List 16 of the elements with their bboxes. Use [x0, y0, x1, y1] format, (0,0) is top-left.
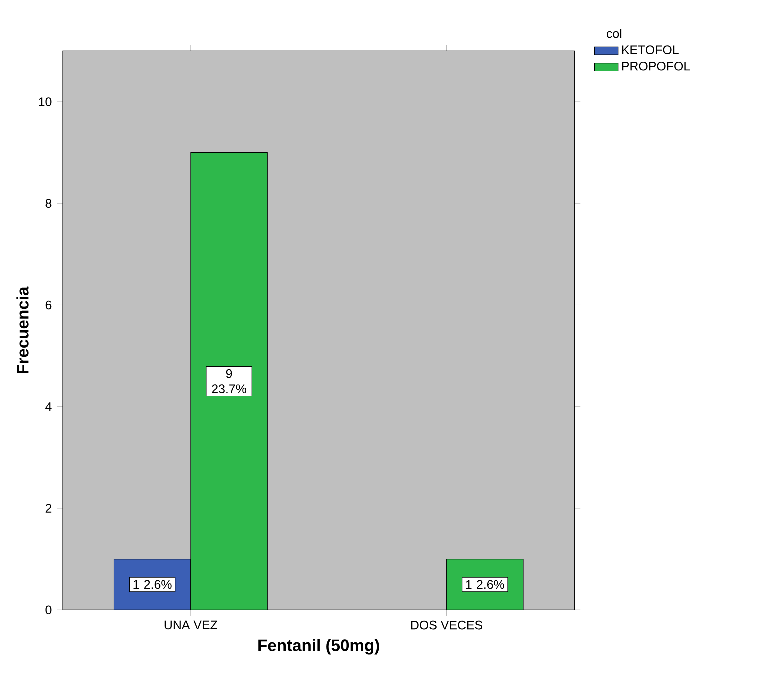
data-label: 9 23.7% — [212, 369, 246, 394]
legend-title: col — [606, 29, 622, 38]
legend-label: PROPOFOL — [622, 62, 690, 71]
y-tick-label: 10 — [39, 98, 52, 106]
y-tick-label: 2 — [46, 504, 52, 513]
data-label: 1 2.6% — [134, 580, 172, 590]
x-tick-label: UNA VEZ — [164, 620, 218, 630]
y-tick-label: 8 — [46, 199, 52, 208]
legend-label: KETOFOL — [622, 46, 679, 55]
y-tick-label: 6 — [46, 300, 52, 310]
x-tick-label: DOS VECES — [411, 620, 483, 630]
x-axis-title: Fentanil (50mg) — [258, 639, 380, 655]
y-axis-title: Frecuencia — [16, 286, 29, 374]
y-tick-label: 4 — [46, 402, 52, 412]
y-tick-label: 0 — [46, 606, 52, 615]
data-label: 1 2.6% — [466, 580, 504, 590]
